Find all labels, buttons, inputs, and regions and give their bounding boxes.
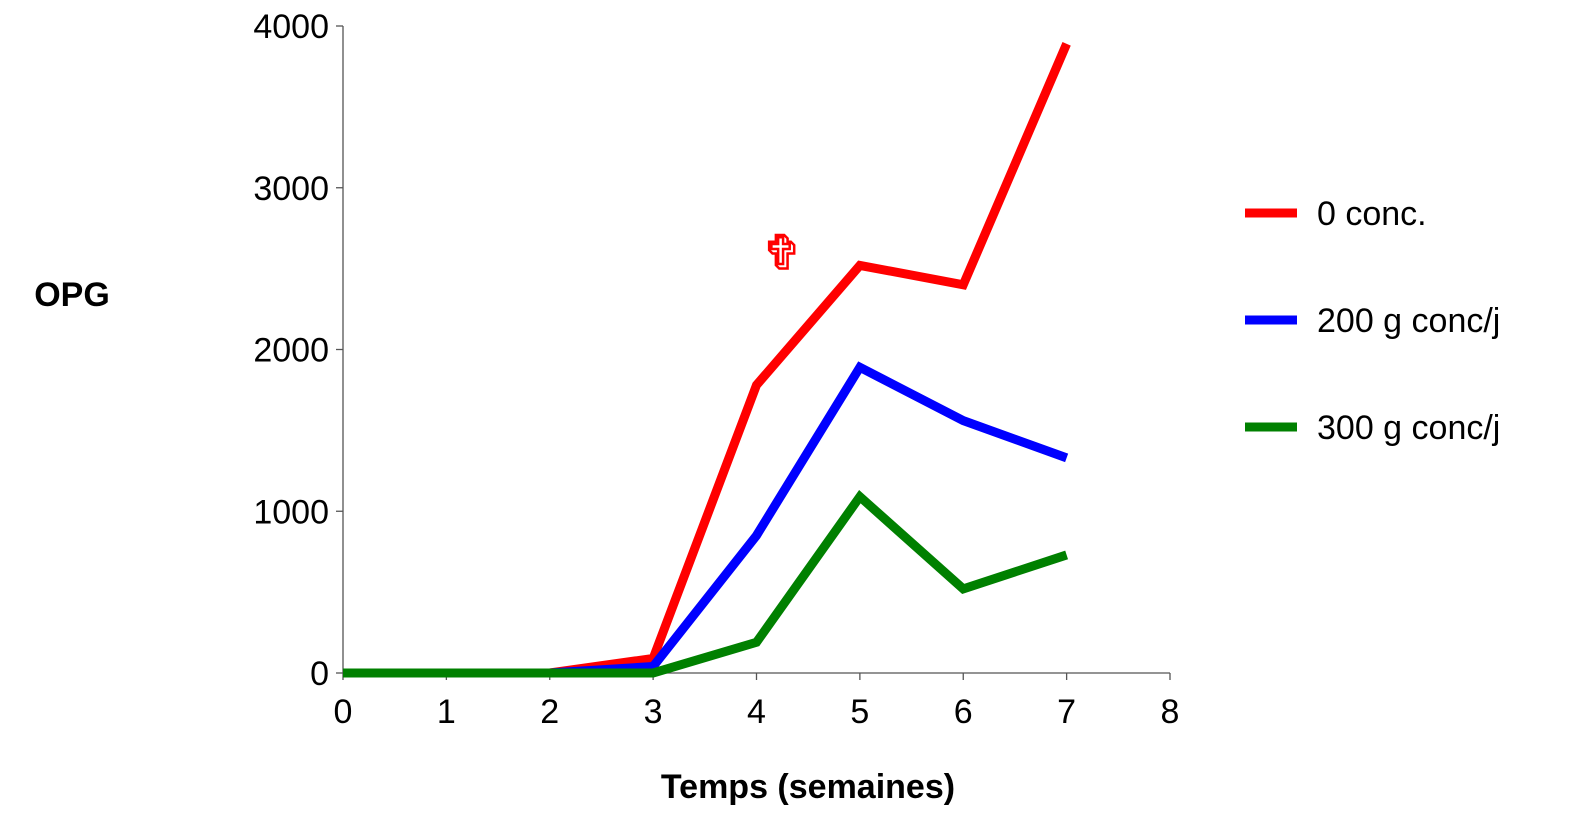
x-tick-label: 7	[1057, 693, 1076, 731]
axes: 0 1000 2000 3000 4000 0 1 2 3 4 5 6 7 8	[253, 8, 1179, 731]
x-tick-label: 5	[850, 693, 869, 731]
x-tick-label: 6	[954, 693, 973, 731]
x-tick-label: 8	[1161, 693, 1180, 731]
x-tick-label: 3	[644, 693, 663, 731]
y-tick-label: 4000	[253, 8, 329, 46]
y-tick-label: 0	[310, 655, 329, 693]
x-tick-label: 2	[540, 693, 559, 731]
y-axis-title: OPG	[34, 276, 110, 314]
legend: 0 conc. 200 g conc/j 300 g conc/j	[1245, 195, 1500, 447]
legend-label: 0 conc.	[1317, 195, 1427, 233]
series-line-2	[343, 489, 1069, 678]
annotation-layer: ✞	[762, 224, 803, 281]
x-axis-title: Temps (semaines)	[661, 768, 955, 806]
x-tick-label: 4	[747, 693, 766, 731]
cross-annotation-icon: ✞	[763, 226, 802, 280]
series-layer	[343, 42, 1071, 678]
x-tick-label: 1	[437, 693, 456, 731]
y-tick-label: 2000	[253, 332, 329, 370]
legend-label: 200 g conc/j	[1317, 302, 1500, 340]
legend-label: 300 g conc/j	[1317, 409, 1500, 447]
x-tick-label: 0	[334, 693, 353, 731]
y-tick-label: 3000	[253, 170, 329, 208]
y-tick-label: 1000	[253, 493, 329, 531]
